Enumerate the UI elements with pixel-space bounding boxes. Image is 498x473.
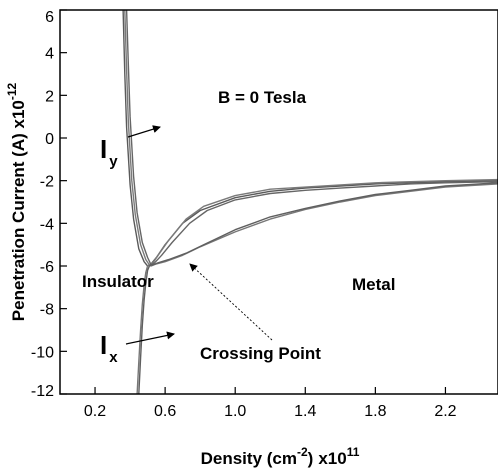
y-tick-label-2: 2	[45, 88, 54, 105]
x-tick-label-4: 1.8	[364, 403, 386, 420]
y-tick-label-4: -2	[40, 174, 54, 191]
x-tick-label-1: 0.6	[154, 403, 176, 420]
series-line-2	[125, 9, 498, 266]
annotation-iy-main: I	[100, 134, 107, 164]
series-line-3	[136, 183, 498, 395]
ticks-layer: 0.2 0.6 1.0 1.4 1.8 2.2 6 4 2 0 -2 -4 -6 -8 -10 -12	[31, 9, 457, 420]
x-tick-label-5: 2.2	[434, 403, 456, 420]
annotation-iy-sub: y	[109, 153, 118, 170]
y-tick-label-5: -4	[40, 216, 54, 233]
arrow-crossing	[189, 263, 273, 341]
series-line-4	[138, 182, 498, 395]
annotation-crossing: Crossing Point	[200, 344, 321, 363]
y-tick-label-7: -8	[40, 302, 54, 319]
arrow-ix	[125, 331, 175, 345]
annotation-metal: Metal	[352, 275, 395, 294]
x-axis-label-sup: -2	[297, 445, 308, 459]
x-axis-label-main: Density (cm	[201, 449, 297, 468]
y-axis-label-main: Penetration Current (A) x10	[9, 100, 28, 321]
y-tick-label-0: 6	[45, 9, 54, 26]
x-axis-label-multiplier: x10	[318, 449, 346, 468]
series-line-1	[124, 9, 498, 266]
x-axis-label: Density (cm-2) x1011	[201, 445, 360, 468]
plot-frame	[59, 9, 498, 395]
y-tick-label-9: -12	[31, 383, 54, 400]
arrow-iy	[127, 125, 161, 138]
x-axis-label-close: )	[308, 449, 314, 468]
x-tick-label-0: 0.2	[84, 403, 106, 420]
x-tick-label-3: 1.4	[294, 403, 316, 420]
series-layer	[122, 9, 498, 395]
x-axis-label-multiplier-exp: 11	[347, 445, 360, 459]
y-tick-label-8: -10	[31, 344, 54, 361]
y-tick-label-6: -6	[40, 259, 54, 276]
x-tick-label-2: 1.0	[224, 403, 246, 420]
annotation-field: B = 0 Tesla	[218, 88, 307, 107]
annotation-ix-main: I	[100, 330, 107, 360]
y-axis-label-exp: -12	[5, 82, 19, 100]
y-tick-label-3: 0	[45, 131, 54, 148]
annotation-insulator: Insulator	[82, 272, 154, 291]
y-axis-label: Penetration Current (A) x10-12	[5, 82, 28, 321]
y-tick-label-1: 4	[45, 46, 54, 63]
annotation-ix-sub: x	[109, 349, 118, 366]
